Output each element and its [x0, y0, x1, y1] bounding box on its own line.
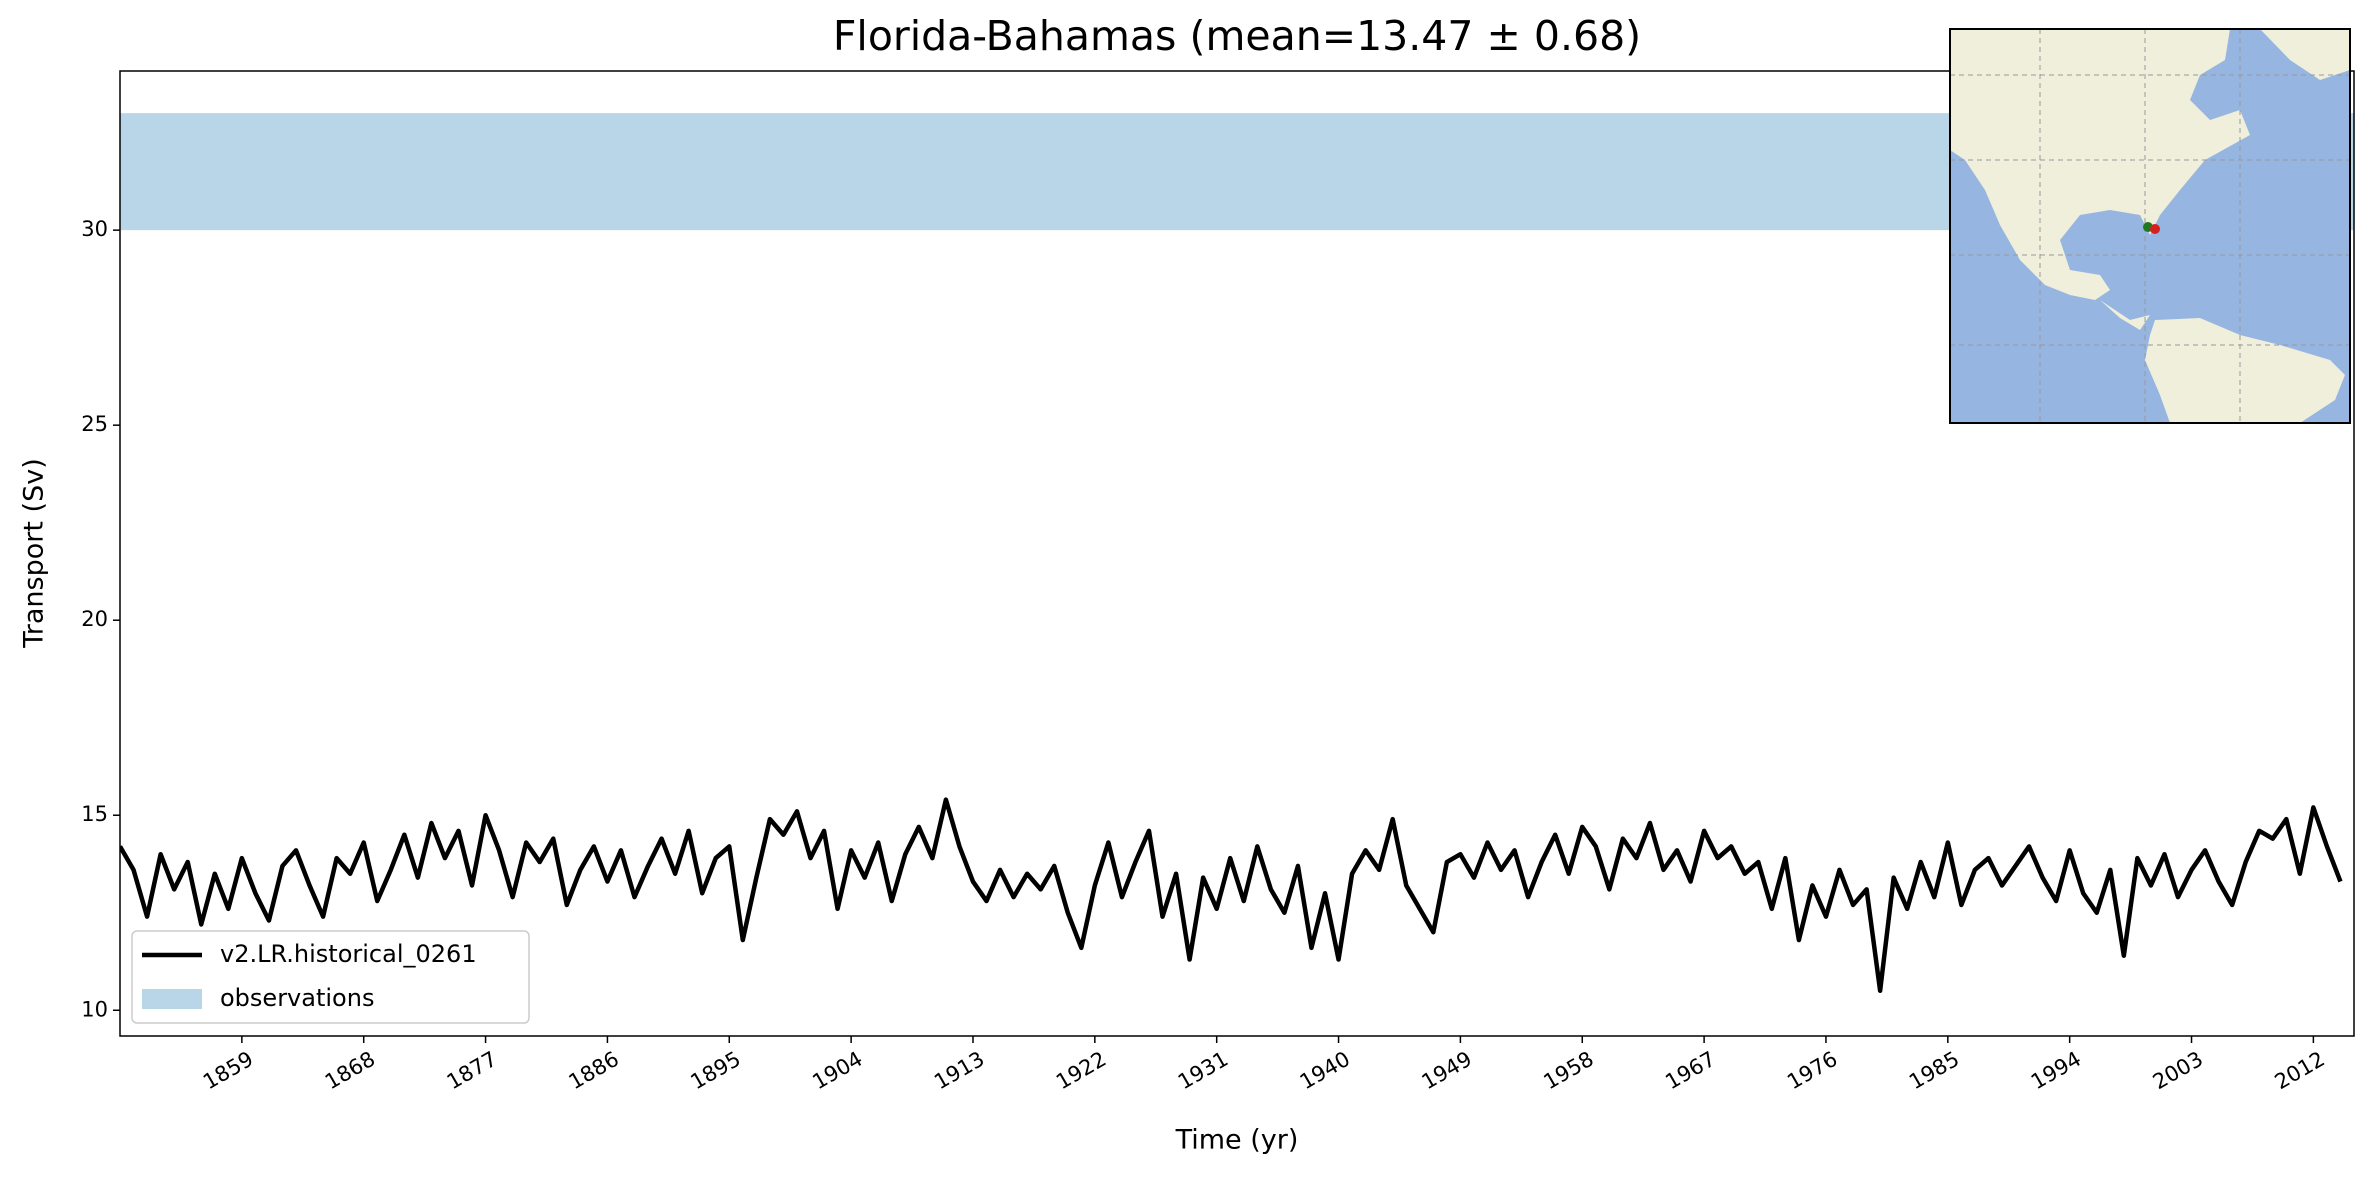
- legend-label: observations: [220, 984, 374, 1012]
- y-tick-label: 10: [81, 997, 108, 1021]
- x-tick-label: 1994: [2027, 1047, 2085, 1095]
- legend: v2.LR.historical_0261 observations: [131, 930, 530, 1024]
- x-tick-label: 1958: [1539, 1047, 1597, 1095]
- map-land: [2260, 29, 2350, 80]
- x-tick-label: 2003: [2149, 1047, 2207, 1095]
- x-tick-label: 1886: [565, 1047, 623, 1095]
- x-tick-label: 1940: [1296, 1047, 1354, 1095]
- legend-frame: [131, 930, 530, 1024]
- y-axis-label: Transport (Sv): [19, 458, 50, 648]
- x-tick-label: 1949: [1418, 1047, 1476, 1095]
- x-tick-label: 1859: [199, 1047, 257, 1095]
- x-tick-label: 1922: [1052, 1047, 1110, 1095]
- map-inset: [1949, 28, 2351, 424]
- map-land: [2145, 318, 2345, 423]
- y-tick-label: 25: [81, 412, 108, 436]
- map-point: [2150, 224, 2160, 234]
- x-tick-label: 1913: [930, 1047, 988, 1095]
- x-tick-label: 1877: [443, 1047, 501, 1095]
- y-tick-label: 30: [81, 217, 108, 241]
- y-tick-label: 15: [81, 802, 108, 826]
- x-tick-label: 1895: [686, 1047, 744, 1095]
- map-land: [2100, 300, 2150, 330]
- x-tick-label: 1976: [1783, 1047, 1841, 1095]
- map-frame: [1949, 28, 2351, 424]
- x-axis-label: Time (yr): [1175, 1125, 1299, 1156]
- x-tick-label: 1967: [1661, 1047, 1719, 1095]
- map-land: [1950, 29, 2250, 300]
- x-tick-label: 1931: [1174, 1047, 1232, 1095]
- map-graticule: [1950, 29, 2350, 423]
- chart-title: Florida-Bahamas (mean=13.47 ± 0.68): [833, 12, 1641, 60]
- legend-label: v2.LR.historical_0261: [220, 940, 477, 968]
- data-line: [120, 797, 2343, 993]
- plot-frame: [119, 70, 2355, 1037]
- x-tick-label: 1868: [321, 1047, 379, 1095]
- legend-swatch: [142, 989, 202, 1009]
- x-tick-label: 1904: [808, 1047, 866, 1095]
- x-tick-label: 1985: [1905, 1047, 1963, 1095]
- x-tick-label: 2012: [2271, 1047, 2329, 1095]
- y-tick-label: 20: [81, 607, 108, 631]
